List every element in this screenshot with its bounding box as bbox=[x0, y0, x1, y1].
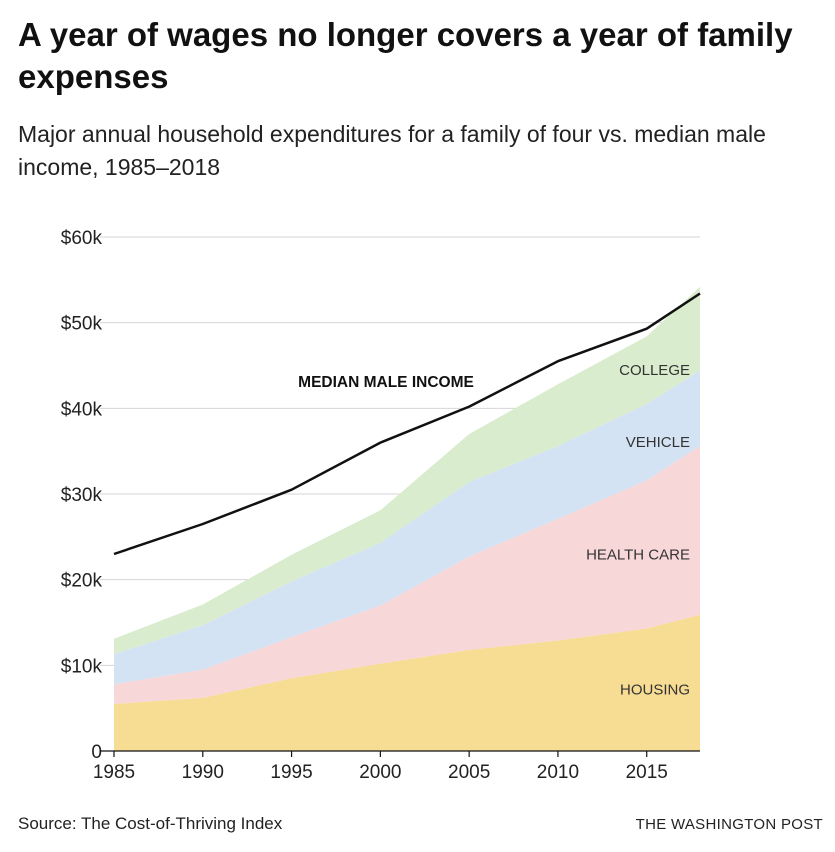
series-label: VEHICLE bbox=[626, 434, 690, 451]
publisher-credit: THE WASHINGTON POST bbox=[635, 816, 823, 833]
area-vehicle bbox=[114, 370, 700, 685]
source-note: Source: The Cost-of-Thriving Index bbox=[18, 814, 283, 833]
x-tick-label: 2015 bbox=[626, 762, 668, 783]
area-college bbox=[114, 286, 700, 655]
x-tick-label: 1985 bbox=[93, 762, 135, 783]
y-tick-label: $40k bbox=[61, 399, 103, 420]
stacked-area-chart: HOUSING HEALTH CARE VEHICLE COLLEGE MEDIAN … bbox=[61, 228, 701, 783]
series-label: COLLEGE bbox=[619, 362, 690, 379]
chart-subtitle: Major annual household expenditures for … bbox=[18, 121, 766, 180]
series-label: HEALTH CARE bbox=[586, 546, 690, 563]
y-tick-label: $50k bbox=[61, 314, 103, 335]
income-line bbox=[113, 292, 701, 556]
x-tick-label: 1990 bbox=[182, 762, 224, 783]
area-health-care bbox=[114, 446, 700, 704]
series-label: HOUSING bbox=[620, 682, 690, 699]
x-tick-label: 2005 bbox=[448, 762, 490, 783]
y-tick-label: $10k bbox=[61, 656, 103, 677]
x-tick-label: 2010 bbox=[537, 762, 579, 783]
y-tick-label: 0 bbox=[91, 742, 102, 763]
y-tick-label: $20k bbox=[61, 571, 103, 592]
axes: 0 $10k $20k $30k $40k $50k $60k 1985 1990 1995 200… bbox=[61, 228, 700, 783]
x-tick-label: 2000 bbox=[359, 762, 401, 783]
x-tick-label: 1995 bbox=[270, 762, 312, 783]
area-layers bbox=[114, 286, 700, 751]
chart-title: A year of wages no longer covers a year … bbox=[18, 16, 793, 95]
y-tick-label: $60k bbox=[61, 228, 103, 249]
income-line-label: MEDIAN MALE INCOME bbox=[298, 374, 474, 391]
series-labels: HOUSING HEALTH CARE VEHICLE COLLEGE bbox=[586, 362, 690, 699]
y-tick-label: $30k bbox=[61, 485, 103, 506]
income-line-group: MEDIAN MALE INCOME bbox=[113, 292, 701, 556]
area-housing bbox=[114, 614, 700, 751]
